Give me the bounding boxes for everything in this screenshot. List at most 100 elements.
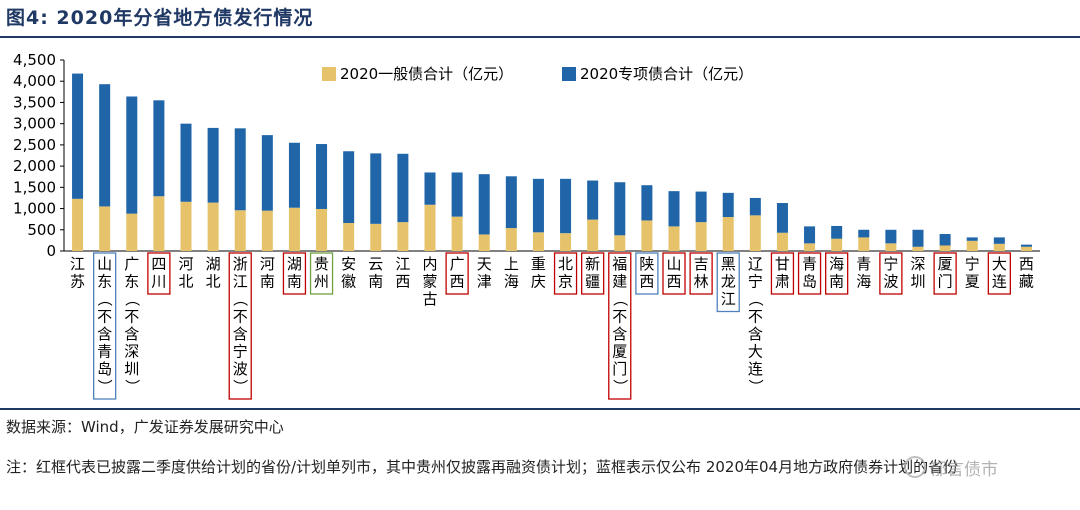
x-tick-char: ）: [123, 379, 141, 394]
x-tick-char: 广: [450, 255, 465, 273]
x-tick-label: 湖北: [206, 255, 221, 291]
x-tick-char: （: [746, 291, 764, 306]
x-tick-char: 西: [666, 273, 681, 291]
x-tick-char: 南: [829, 273, 844, 291]
category-highlight-box: [228, 252, 252, 400]
chart-legend: 2020一般债合计（亿元） 2020专项债合计（亿元）: [322, 65, 753, 83]
category-highlight-box: [581, 252, 605, 295]
bar-general: [1020, 246, 1032, 251]
x-tick-char: 西: [395, 273, 410, 291]
x-tick-char: 湖: [206, 255, 221, 273]
bar-general: [343, 222, 355, 251]
x-tick-char: 北: [558, 255, 573, 273]
x-tick-label: 大连: [987, 252, 1011, 295]
x-tick-char: 含: [748, 325, 763, 343]
x-tick-char: 大: [992, 255, 1007, 273]
x-tick-char: 海: [504, 273, 519, 291]
bar-special: [126, 96, 138, 214]
x-tick-label: 青海: [856, 255, 871, 291]
x-tick-char: 京: [558, 273, 573, 291]
y-tick-label: 0: [46, 242, 56, 260]
x-tick-label: 海南: [825, 252, 849, 295]
x-tick-char: 新: [585, 255, 600, 273]
bar-special: [261, 135, 273, 211]
bar-special: [641, 185, 653, 221]
x-tick-char: 建: [612, 273, 627, 291]
bar-general: [451, 216, 463, 251]
x-tick-char: 古: [422, 290, 437, 308]
bar-general: [207, 202, 219, 251]
note-text: 注：红框代表已披露二季度供给计划的省份/计划单列市，其中贵州仅披露再融资债计划；…: [6, 458, 959, 476]
x-tick-char: 江: [233, 273, 248, 291]
x-tick-char: 龙: [721, 273, 736, 291]
x-tick-char: ）: [611, 379, 629, 394]
bar-general: [776, 232, 788, 251]
bar-special: [695, 191, 707, 223]
x-tick-char: 连: [748, 360, 763, 378]
x-tick-char: ）: [231, 379, 249, 394]
x-tick-char: 安: [341, 255, 356, 273]
legend-swatch-special: [562, 67, 576, 81]
bar-general: [939, 245, 951, 251]
x-tick-char: 含: [233, 325, 248, 343]
x-tick-char: 藏: [1019, 273, 1034, 291]
x-tick-char: 含: [124, 325, 139, 343]
bar-general: [858, 237, 870, 251]
x-tick-char: 贵: [314, 255, 329, 273]
category-highlight-box: [689, 252, 713, 295]
x-tick-char: 南: [368, 273, 383, 291]
category-highlight-box: [987, 252, 1011, 295]
x-tick-label: 重庆: [531, 255, 546, 291]
x-tick-char: 辽: [748, 255, 763, 273]
y-tick-label: 1,000: [13, 200, 56, 218]
top-rule: [0, 36, 1080, 38]
x-tick-char: 深: [124, 343, 139, 361]
bar-special: [1020, 244, 1032, 247]
x-tick-char: 海: [829, 255, 844, 273]
bar-special: [993, 237, 1005, 244]
x-tick-label: 云南: [368, 255, 383, 291]
x-tick-char: 宁: [748, 273, 763, 291]
x-tick-char: 津: [477, 273, 492, 291]
category-highlight-box: [282, 252, 307, 295]
x-tick-label: 广西: [445, 252, 469, 295]
x-tick-char: 山: [666, 255, 681, 273]
x-tick-char: 东: [97, 273, 112, 291]
y-tick-label: 2,000: [13, 157, 56, 175]
wechat-icon: [904, 456, 926, 478]
bar-special: [288, 142, 300, 208]
x-tick-label: 厦门: [933, 252, 957, 295]
x-tick-label: 河南: [260, 255, 275, 291]
x-tick-char: 宁: [883, 255, 898, 273]
x-tick-char: 不: [233, 308, 248, 326]
bar-general: [424, 204, 436, 251]
x-tick-char: （: [231, 291, 249, 306]
bar-general: [126, 213, 138, 251]
bar-special: [451, 172, 463, 217]
legend-swatch-general: [322, 67, 336, 81]
x-tick-char: 吉: [694, 255, 709, 273]
bar-special: [776, 203, 788, 233]
bar-special: [912, 229, 924, 247]
x-tick-label: 内蒙古: [422, 255, 437, 308]
figure-title: 图4: 2020年分省地方债发行情况: [6, 7, 314, 29]
x-tick-char: 州: [314, 273, 329, 291]
bar-general: [99, 206, 111, 251]
category-highlight-box: [933, 252, 957, 295]
y-tick-label: 500: [27, 221, 56, 239]
x-tick-label: 河北: [178, 255, 193, 291]
x-tick-char: 甘: [775, 255, 790, 273]
bar-special: [831, 225, 843, 239]
x-tick-label: 北京: [553, 252, 578, 295]
x-tick-char: 不: [124, 308, 139, 326]
bar-general: [288, 207, 300, 251]
x-tick-label: 四川: [147, 252, 171, 295]
category-highlight-box: [635, 252, 659, 295]
x-tick-char: （: [611, 291, 629, 306]
x-tick-char: 含: [97, 325, 112, 343]
y-axis: 0 500 1,000 1,500 2,000 2,500 3,000 3,500 4,000 4…: [13, 51, 1040, 260]
